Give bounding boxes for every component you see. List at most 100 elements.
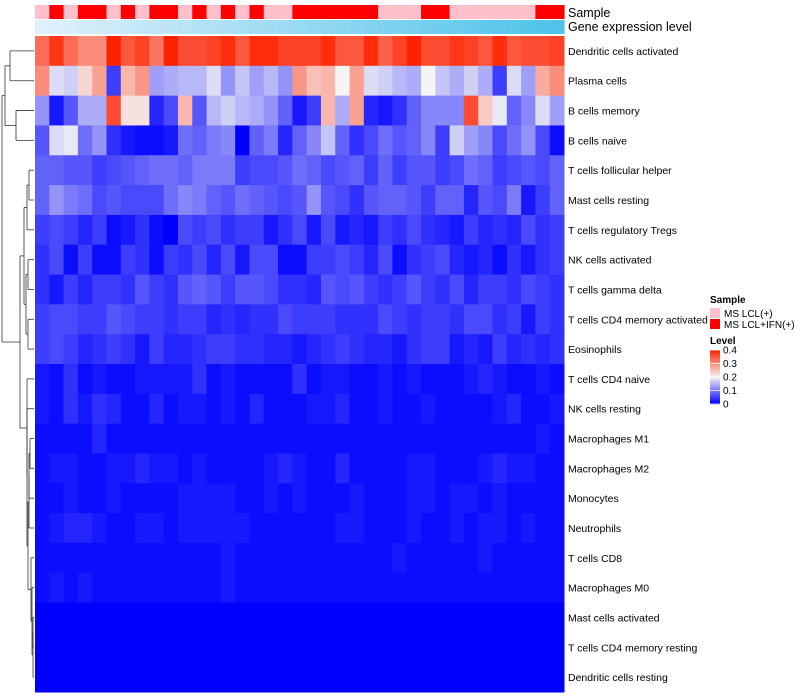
heatmap-cell	[263, 393, 279, 425]
colorbar-step	[710, 351, 720, 354]
heatmap-cell	[77, 244, 93, 276]
heatmap-cell	[349, 304, 365, 335]
heatmap-cell	[149, 214, 165, 246]
heatmap-cell	[435, 602, 451, 633]
heatmap-cell	[421, 602, 436, 633]
heatmap-cell	[220, 334, 236, 365]
heatmap-cell	[235, 244, 250, 276]
heatmap-cell	[406, 304, 422, 335]
heatmap-cell	[149, 572, 165, 604]
heatmap-cell	[106, 542, 122, 574]
heatmap-cell	[63, 513, 79, 544]
heatmap-cell	[320, 393, 336, 425]
sample-annotation-cell	[378, 5, 394, 19]
heatmap-cell	[521, 602, 536, 633]
heatmap-cell	[306, 95, 322, 126]
heatmap-cell	[449, 65, 465, 97]
gene-expression-annotation-cell	[49, 20, 65, 34]
heatmap-cell	[249, 185, 265, 216]
heatmap-cell	[506, 513, 522, 544]
heatmap-cell	[463, 572, 479, 604]
heatmap-cell	[120, 572, 136, 604]
heatmap-cell	[163, 334, 179, 365]
heatmap-cell	[363, 632, 379, 663]
heatmap-cell	[278, 393, 293, 425]
heatmap-cell	[492, 632, 508, 663]
heatmap-cell	[235, 214, 250, 246]
heatmap-cell	[449, 632, 465, 663]
heatmap-cell	[92, 513, 107, 544]
heatmap-cell	[320, 125, 336, 156]
heatmap-cell	[421, 244, 436, 276]
heatmap-cell	[249, 542, 265, 574]
heatmap-cell	[177, 453, 193, 484]
heatmap-cell	[35, 304, 50, 335]
colorbar-tick-label: 0	[723, 400, 729, 411]
heatmap-cell	[106, 214, 122, 246]
heatmap-cell	[463, 513, 479, 544]
heatmap-cell	[77, 274, 93, 305]
heatmap-cell	[263, 155, 279, 186]
heatmap-cell	[149, 185, 165, 216]
heatmap-cell	[235, 304, 250, 335]
heatmap-cell	[378, 513, 393, 544]
heatmap-cell	[106, 423, 122, 454]
heatmap-cell	[106, 602, 122, 633]
gene-expression-annotation-cell	[149, 20, 165, 34]
colorbar-step	[710, 366, 720, 368]
heatmap-cell	[406, 662, 422, 693]
heatmap-cell	[435, 632, 451, 663]
sample-annotation-cell	[135, 5, 150, 19]
heatmap-cell	[192, 185, 208, 216]
heatmap-cell	[492, 185, 508, 216]
heatmap-cell	[392, 393, 408, 425]
heatmap-cell	[35, 244, 50, 276]
sample-annotation-cell	[521, 5, 537, 19]
heatmap-cell	[106, 36, 122, 67]
heatmap-cell	[77, 364, 93, 395]
heatmap-cell	[506, 423, 522, 454]
heatmap-cell	[521, 483, 536, 514]
heatmap-cell	[149, 542, 165, 574]
heatmap-cell	[263, 662, 279, 693]
heatmap-cell	[449, 36, 465, 67]
heatmap-cell	[220, 214, 236, 246]
heatmap-cell	[135, 602, 150, 633]
heatmap-cell	[49, 214, 65, 246]
gene-expression-annotation-cell	[35, 20, 50, 34]
heatmap-cell	[49, 393, 65, 425]
heatmap-cell	[63, 453, 79, 484]
heatmap-cell	[435, 125, 451, 156]
heatmap-cell	[63, 65, 79, 97]
heatmap-cell	[349, 453, 365, 484]
heatmap-cell	[149, 155, 165, 186]
heatmap-cell	[320, 632, 336, 663]
row-label: T cells CD4 memory activated	[568, 314, 708, 326]
heatmap-cell	[421, 662, 436, 693]
heatmap-cell	[292, 36, 308, 67]
colorbar-step	[710, 372, 720, 375]
heatmap-cell	[92, 155, 107, 186]
gene-expression-annotation-cell	[521, 20, 537, 34]
heatmap-cell	[349, 393, 365, 425]
heatmap-cell	[135, 483, 150, 514]
heatmap-cell	[492, 36, 508, 67]
colorbar-step	[710, 368, 720, 371]
heatmap-cell	[292, 453, 308, 484]
row-label: T cells CD4 memory resting	[568, 642, 697, 654]
heatmap-cell	[421, 364, 436, 395]
heatmap-cell	[149, 36, 165, 67]
heatmap-cell	[63, 602, 79, 633]
heatmap-cell	[392, 602, 408, 633]
heatmap-cell	[63, 155, 79, 186]
heatmap-cell	[549, 423, 565, 454]
heatmap-cell	[92, 214, 107, 246]
heatmap-cell	[435, 572, 451, 604]
gene-expression-annotation-cell	[320, 20, 336, 34]
gene-expression-annotation-cell	[535, 20, 551, 34]
heatmap-cell	[506, 602, 522, 633]
heatmap-cell	[220, 274, 236, 305]
heatmap-cell	[235, 513, 250, 544]
heatmap-cell	[63, 95, 79, 126]
heatmap-cell	[263, 602, 279, 633]
